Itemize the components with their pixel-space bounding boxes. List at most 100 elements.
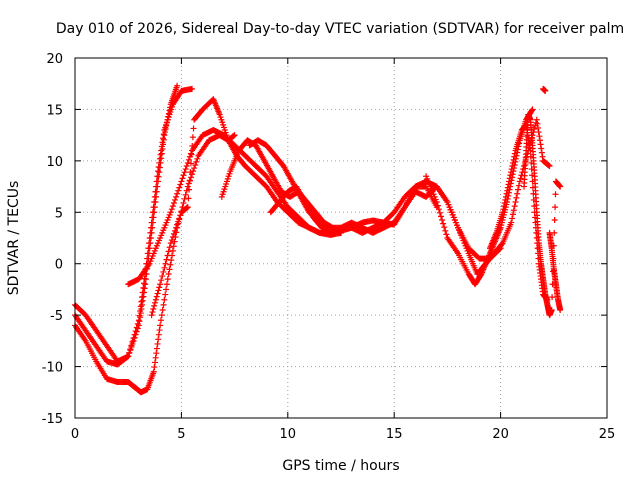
data-point bbox=[163, 281, 170, 288]
data-point bbox=[498, 241, 505, 248]
data-point bbox=[149, 309, 156, 316]
data-point bbox=[151, 302, 158, 309]
data-point bbox=[152, 299, 159, 306]
data-point bbox=[183, 163, 190, 169]
data-point bbox=[517, 175, 524, 182]
data-point bbox=[144, 250, 151, 257]
data-point bbox=[161, 132, 168, 139]
data-point bbox=[502, 196, 509, 203]
data-point bbox=[188, 151, 195, 158]
data-point bbox=[189, 134, 196, 141]
x-tick-label: 25 bbox=[599, 427, 616, 442]
y-tick-label: -15 bbox=[42, 412, 63, 427]
data-point bbox=[187, 169, 194, 176]
data-point bbox=[166, 266, 173, 273]
data-point bbox=[150, 368, 157, 375]
data-point bbox=[133, 324, 140, 331]
data-point bbox=[505, 181, 512, 188]
data-point bbox=[154, 168, 161, 175]
data-point bbox=[185, 195, 192, 202]
data-point bbox=[507, 172, 514, 179]
data-point bbox=[552, 204, 559, 211]
data-point bbox=[179, 175, 186, 182]
data-point bbox=[155, 287, 162, 294]
data-point bbox=[151, 364, 158, 371]
data-point bbox=[174, 190, 181, 197]
data-point bbox=[160, 135, 167, 142]
data-point bbox=[535, 129, 542, 136]
data-point bbox=[533, 116, 540, 123]
data-point bbox=[511, 153, 518, 160]
data-point bbox=[531, 125, 538, 132]
data-point bbox=[147, 224, 154, 231]
data-point bbox=[184, 183, 191, 190]
y-tick-label: 15 bbox=[46, 103, 63, 118]
data-point bbox=[516, 178, 523, 185]
data-point bbox=[154, 173, 161, 180]
data-point bbox=[166, 244, 173, 251]
data-point bbox=[434, 202, 441, 209]
data-point bbox=[182, 166, 189, 173]
data-point bbox=[170, 230, 177, 237]
data-point bbox=[137, 308, 144, 315]
data-point bbox=[132, 328, 139, 335]
data-point bbox=[231, 132, 238, 139]
data-point bbox=[153, 183, 160, 190]
data-point bbox=[138, 298, 145, 305]
data-point bbox=[158, 143, 165, 150]
data-point bbox=[436, 209, 443, 216]
data-point bbox=[504, 187, 511, 194]
data-point bbox=[169, 233, 176, 240]
y-tick-label: 20 bbox=[46, 52, 63, 67]
data-point bbox=[169, 203, 176, 210]
data-point bbox=[145, 245, 152, 252]
data-point bbox=[440, 220, 447, 227]
x-tick-label: 20 bbox=[492, 427, 509, 442]
data-point bbox=[158, 147, 165, 154]
data-point bbox=[534, 120, 541, 127]
axis-ticks: 0 5 10 15 20 25 -15 -10 -5 0 5 10 15 20 bbox=[42, 52, 616, 442]
data-point bbox=[141, 275, 148, 282]
data-point bbox=[156, 327, 163, 334]
data-point bbox=[442, 227, 449, 234]
data-point bbox=[158, 312, 165, 319]
data-point bbox=[509, 211, 516, 218]
data-point bbox=[155, 164, 162, 171]
data-point bbox=[509, 163, 516, 169]
y-axis-label: SDTVAR / TECUs bbox=[6, 181, 22, 296]
data-point bbox=[140, 280, 147, 287]
data-point bbox=[146, 240, 153, 247]
data-point bbox=[172, 196, 179, 203]
data-point bbox=[124, 354, 131, 361]
data-point bbox=[501, 203, 508, 210]
data-point bbox=[136, 312, 143, 319]
data-point bbox=[508, 169, 515, 176]
data-point bbox=[157, 322, 164, 329]
data-point bbox=[139, 289, 146, 296]
data-point bbox=[163, 256, 170, 263]
data-point bbox=[160, 131, 167, 138]
data-point bbox=[134, 320, 141, 327]
data-point bbox=[506, 178, 513, 185]
data-point bbox=[542, 87, 549, 94]
data-point bbox=[175, 218, 182, 225]
data-point bbox=[192, 161, 199, 168]
data-point bbox=[139, 297, 146, 304]
data-point bbox=[160, 268, 167, 275]
data-point bbox=[194, 155, 201, 162]
data-point bbox=[140, 284, 147, 291]
data-point bbox=[511, 203, 518, 210]
x-tick-label: 5 bbox=[177, 427, 185, 442]
data-point bbox=[439, 217, 446, 223]
data-point bbox=[509, 215, 516, 222]
data-point bbox=[168, 237, 175, 244]
data-point bbox=[139, 294, 146, 301]
series-satellite-track-6 bbox=[218, 137, 344, 236]
data-point bbox=[126, 349, 133, 356]
data-point bbox=[181, 169, 188, 176]
data-point bbox=[167, 261, 174, 268]
data-point bbox=[156, 159, 163, 166]
data-point bbox=[137, 303, 144, 310]
